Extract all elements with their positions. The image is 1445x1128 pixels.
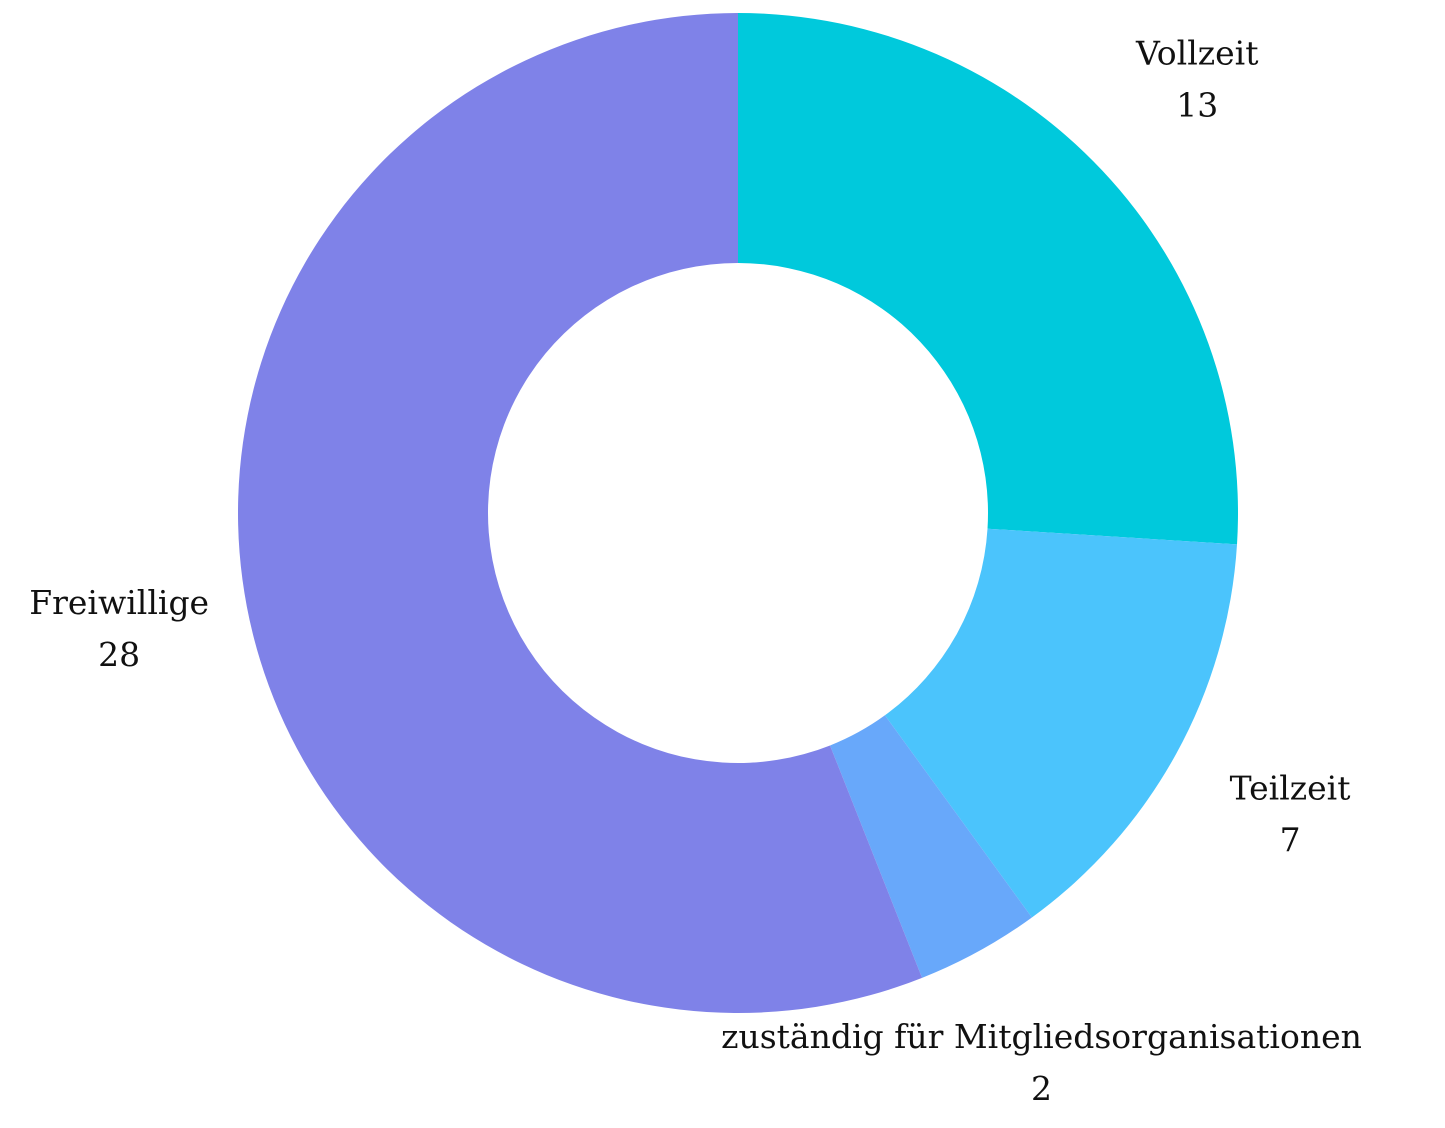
donut-slice [738,13,1238,545]
slice-label: Teilzeit [1230,769,1351,808]
slice-value: 7 [1280,821,1301,860]
slice-value: 2 [1031,1069,1052,1108]
donut-slice [830,715,1032,978]
slice-label: Vollzeit [1135,34,1259,73]
slice-value: 13 [1176,86,1218,125]
slice-label: Freiwillige [29,583,209,622]
slice-value: 28 [98,635,140,674]
donut-slice [238,13,923,1013]
donut-slice [884,528,1238,918]
slice-label: zuständig für Mitgliedsorganisationen [721,1017,1362,1056]
